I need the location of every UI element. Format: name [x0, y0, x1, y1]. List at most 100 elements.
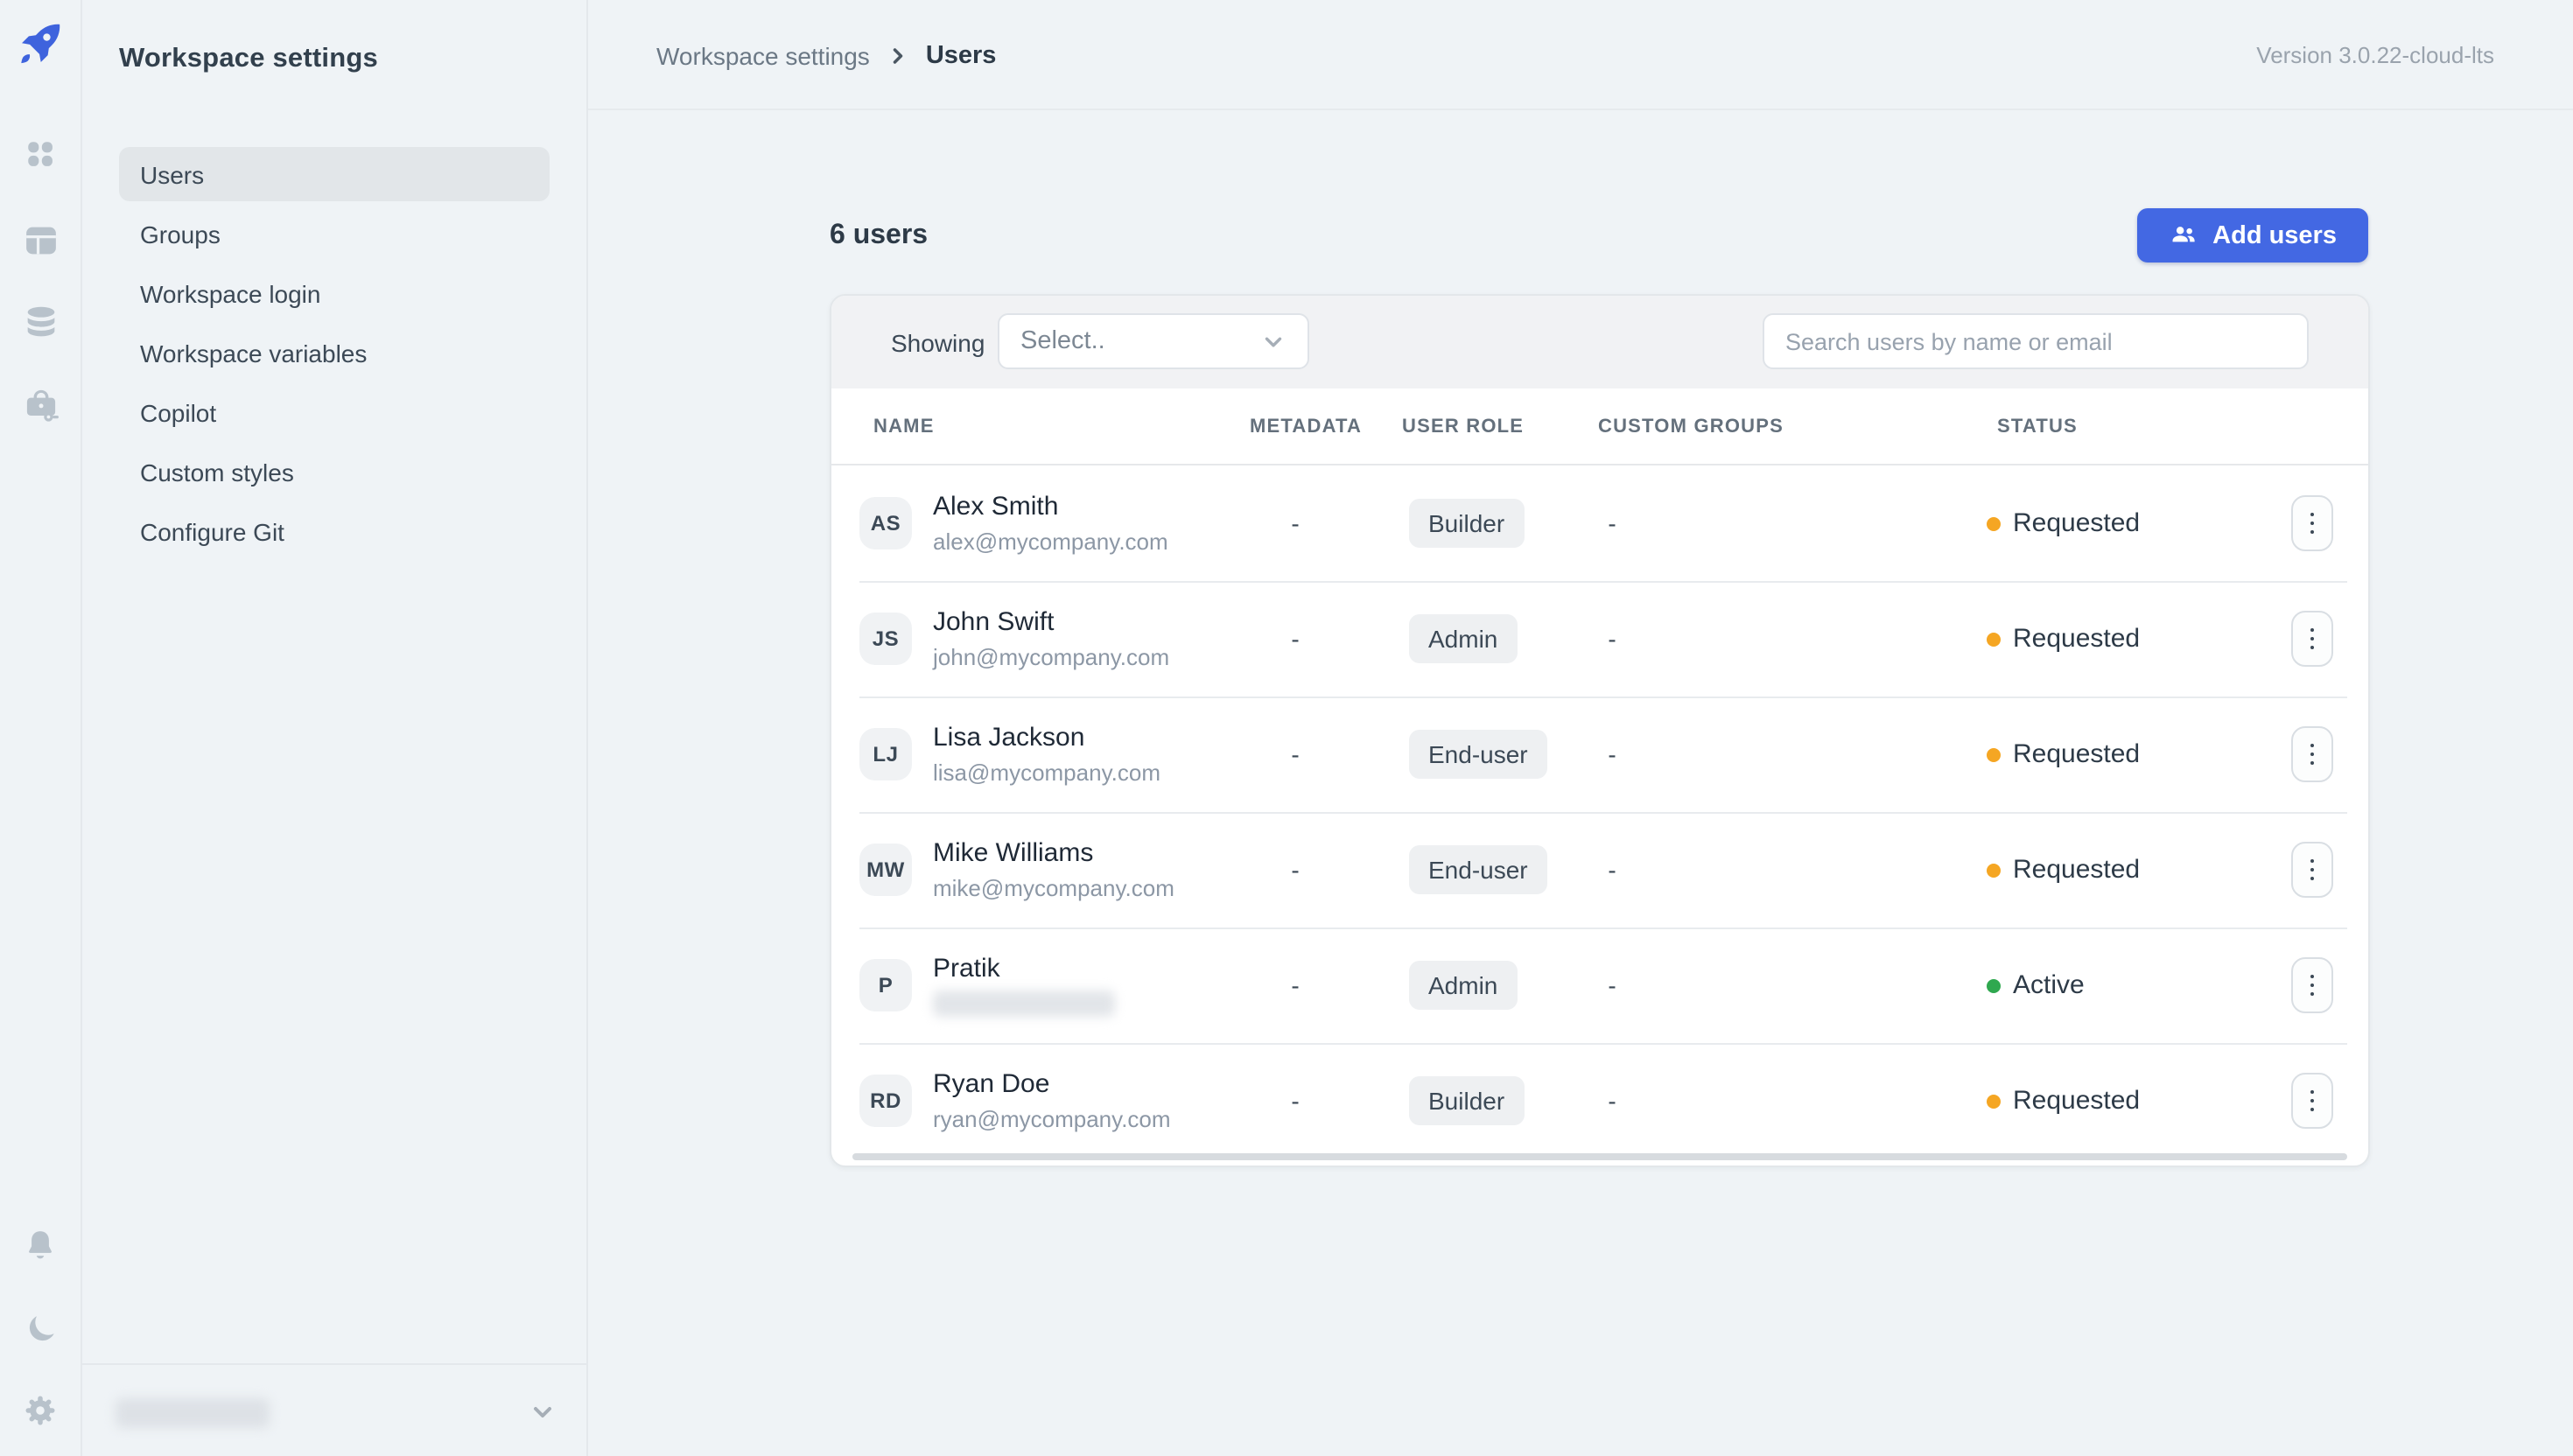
custom-groups-value: -: [1608, 625, 1616, 653]
table-row: MW Mike Williams mike@mycompany.com - En…: [831, 812, 2368, 928]
user-email: ryan@mycompany.com: [933, 1106, 1171, 1132]
status-label: Requested: [2013, 624, 2141, 654]
metadata-value: -: [1291, 625, 1300, 653]
users-table-card: Showing Select.. NAME METADATA USER ROLE…: [830, 294, 2370, 1167]
avatar-initials: RD: [870, 1088, 901, 1113]
search-users-input[interactable]: [1763, 313, 2309, 369]
pages-layout-icon[interactable]: [12, 212, 68, 268]
sidebar-item-custom-styles[interactable]: Custom styles: [119, 444, 550, 499]
sidebar-item-configure-git[interactable]: Configure Git: [119, 504, 550, 558]
avatar-initials: LJ: [873, 742, 899, 766]
status-filter-select[interactable]: Select..: [998, 313, 1309, 369]
row-actions-menu-button[interactable]: [2291, 957, 2333, 1013]
custom-groups-value: -: [1608, 509, 1616, 537]
avatar-initials: P: [878, 973, 894, 998]
user-role-badge: Admin: [1409, 961, 1518, 1010]
workspace-switcher[interactable]: [116, 1388, 557, 1437]
theme-toggle-moon-icon[interactable]: [12, 1300, 68, 1356]
status-label: Active: [2013, 970, 2085, 1000]
user-name: Ryan Doe: [933, 1069, 1050, 1099]
sidebar-item-label: Configure Git: [140, 517, 284, 545]
status-badge: Requested: [1987, 855, 2140, 885]
status-badge: Requested: [1987, 739, 2140, 769]
user-name: Lisa Jackson: [933, 723, 1085, 752]
column-header-name: NAME: [873, 416, 935, 438]
sidebar-item-label: Custom styles: [140, 458, 294, 486]
apps-icon[interactable]: [12, 126, 68, 182]
status-dot-icon: [1987, 516, 2001, 530]
status-badge: Requested: [1987, 624, 2140, 654]
user-name: Mike Williams: [933, 838, 1094, 868]
status-label: Requested: [2013, 739, 2141, 769]
add-users-button[interactable]: Add users: [2137, 208, 2368, 262]
version-label: Version 3.0.22-cloud-lts: [2256, 42, 2494, 68]
table-row: RD Ryan Doe ryan@mycompany.com - Builder…: [831, 1043, 2368, 1158]
users-group-icon: [2172, 227, 2195, 242]
status-label: Requested: [2013, 508, 2141, 538]
sidebar-item-groups[interactable]: Groups: [119, 206, 550, 261]
settings-gear-icon[interactable]: [12, 1382, 68, 1438]
horizontal-scrollbar[interactable]: [852, 1153, 2347, 1160]
sidebar-item-workspace-login[interactable]: Workspace login: [119, 266, 550, 320]
row-actions-menu-button[interactable]: [2291, 726, 2333, 782]
user-email: mike@mycompany.com: [933, 875, 1174, 901]
table-row: LJ Lisa Jackson lisa@mycompany.com - End…: [831, 696, 2368, 812]
main-header: Workspace settings Users Version 3.0.22-…: [588, 0, 2573, 110]
database-icon[interactable]: [12, 294, 68, 350]
user-role-badge: End-user: [1409, 845, 1547, 894]
settings-menu: Users Groups Workspace login Workspace v…: [119, 147, 550, 564]
custom-groups-value: -: [1608, 971, 1616, 999]
row-actions-menu-button[interactable]: [2291, 611, 2333, 667]
chevron-down-icon: [1265, 336, 1282, 346]
user-count-heading: 6 users: [830, 220, 929, 250]
table-filter-bar: Showing Select..: [831, 296, 2368, 388]
user-role-badge: Builder: [1409, 1076, 1525, 1125]
avatar-initials: MW: [866, 858, 905, 882]
sidebar-item-label: Copilot: [140, 398, 217, 426]
redacted-email: [933, 990, 1115, 1017]
table-body: AS Alex Smith alex@mycompany.com - Build…: [831, 466, 2368, 1158]
status-badge: Requested: [1987, 508, 2140, 538]
avatar: MW: [859, 844, 912, 896]
status-dot-icon: [1987, 747, 2001, 761]
breadcrumb-root[interactable]: Workspace settings: [656, 41, 870, 69]
breadcrumb: Workspace settings Users: [656, 0, 996, 110]
sidebar-item-label: Workspace login: [140, 279, 321, 307]
avatar: AS: [859, 497, 912, 550]
custom-groups-value: -: [1608, 1087, 1616, 1115]
showing-label: Showing: [891, 328, 985, 356]
row-actions-menu-button[interactable]: [2291, 495, 2333, 551]
row-actions-menu-button[interactable]: [2291, 1073, 2333, 1129]
marketplace-icon[interactable]: [12, 378, 68, 434]
breadcrumb-current: Users: [925, 41, 997, 69]
add-users-label: Add users: [2212, 221, 2337, 249]
user-role-badge: Builder: [1409, 499, 1525, 548]
table-row: AS Alex Smith alex@mycompany.com - Build…: [831, 466, 2368, 581]
avatar-initials: JS: [872, 626, 900, 651]
user-cell: Alex Smith alex@mycompany.com: [933, 492, 1168, 555]
user-role-badge: Admin: [1409, 614, 1518, 663]
avatar: LJ: [859, 728, 912, 780]
user-role-badge: End-user: [1409, 730, 1547, 779]
app-logo-rocket-icon[interactable]: [12, 16, 68, 72]
metadata-value: -: [1291, 509, 1300, 537]
column-header-user-role: USER ROLE: [1402, 416, 1525, 438]
user-email: lisa@mycompany.com: [933, 760, 1160, 786]
column-header-status: STATUS: [1997, 416, 2078, 438]
status-dot-icon: [1987, 863, 2001, 877]
user-email: john@mycompany.com: [933, 644, 1170, 670]
status-badge: Requested: [1987, 1086, 2140, 1116]
select-value: Select..: [1020, 327, 1105, 355]
sidebar-item-users[interactable]: Users: [119, 147, 550, 201]
metadata-value: -: [1291, 856, 1300, 884]
status-label: Requested: [2013, 855, 2141, 885]
row-actions-menu-button[interactable]: [2291, 842, 2333, 898]
notifications-bell-icon[interactable]: [12, 1218, 68, 1274]
sidebar-item-copilot[interactable]: Copilot: [119, 385, 550, 439]
user-name: Alex Smith: [933, 492, 1059, 522]
custom-groups-value: -: [1608, 856, 1616, 884]
status-dot-icon: [1987, 1094, 2001, 1108]
avatar: JS: [859, 612, 912, 665]
sidebar-item-workspace-variables[interactable]: Workspace variables: [119, 326, 550, 380]
